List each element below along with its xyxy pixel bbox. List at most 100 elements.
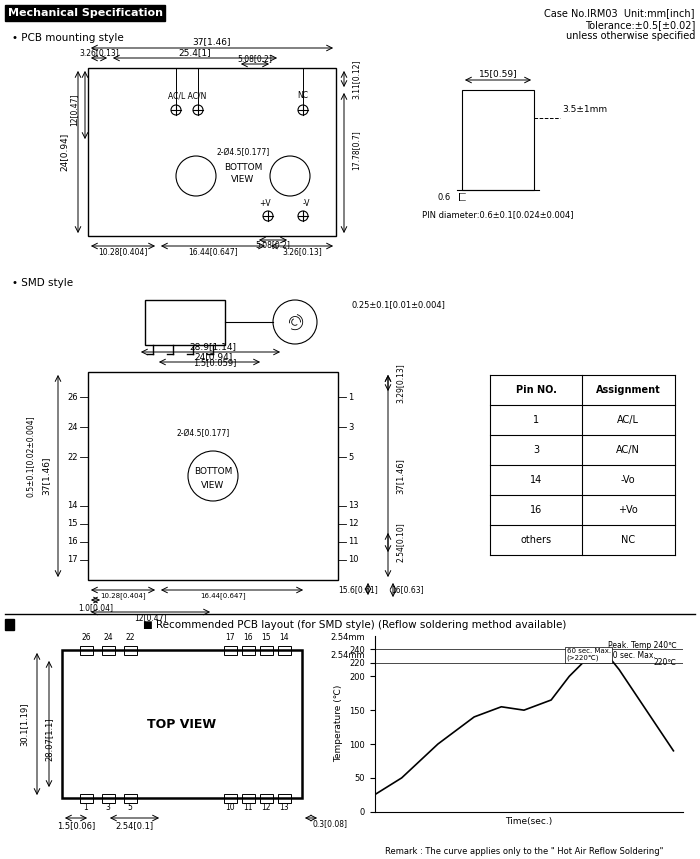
Text: ■ Recommended PCB layout (for SMD style) (Reflow soldering method available): ■ Recommended PCB layout (for SMD style)… xyxy=(144,620,567,630)
Text: 1: 1 xyxy=(533,415,539,425)
Text: 12: 12 xyxy=(348,520,358,528)
Text: • SMD style: • SMD style xyxy=(12,278,73,288)
Text: TOP VIEW: TOP VIEW xyxy=(148,717,216,730)
Text: 12[0.47]: 12[0.47] xyxy=(69,94,78,126)
Text: VIEW: VIEW xyxy=(202,480,225,490)
Text: Pin NO.: Pin NO. xyxy=(516,385,556,395)
Text: 15.6[0.61]: 15.6[0.61] xyxy=(338,586,378,594)
Bar xyxy=(145,300,225,345)
Text: 15[0.59]: 15[0.59] xyxy=(479,70,517,78)
Bar xyxy=(62,650,302,798)
Text: 30.1[1.19]: 30.1[1.19] xyxy=(20,703,29,746)
Text: Mechanical Specification: Mechanical Specification xyxy=(8,8,162,18)
Bar xyxy=(462,90,534,190)
Text: 17: 17 xyxy=(225,633,234,643)
Text: 11: 11 xyxy=(244,803,253,813)
Text: 16: 16 xyxy=(243,633,253,643)
Text: 24: 24 xyxy=(67,423,78,431)
Text: 28.07[1.1]: 28.07[1.1] xyxy=(45,717,53,761)
Text: 24[0.94]: 24[0.94] xyxy=(194,352,232,362)
Text: 3.26[0.13]: 3.26[0.13] xyxy=(282,247,322,257)
Text: 1: 1 xyxy=(83,803,88,813)
Bar xyxy=(260,794,273,803)
Text: 1.5[0.06]: 1.5[0.06] xyxy=(57,821,95,831)
Text: 16: 16 xyxy=(530,505,542,515)
Text: PIN diameter:0.6±0.1[0.024±0.004]: PIN diameter:0.6±0.1[0.024±0.004] xyxy=(422,210,574,220)
Text: 16[0.63]: 16[0.63] xyxy=(392,586,424,594)
Bar xyxy=(224,794,237,803)
Text: VIEW: VIEW xyxy=(232,175,255,185)
Text: 0.6: 0.6 xyxy=(438,192,451,202)
Text: -Vo: -Vo xyxy=(621,475,636,485)
Bar xyxy=(124,794,137,803)
Text: 22: 22 xyxy=(67,453,78,461)
Text: 0.5±0.1[0.02±0.004]: 0.5±0.1[0.02±0.004] xyxy=(25,415,34,497)
Text: 0.25±0.1[0.01±0.004]: 0.25±0.1[0.01±0.004] xyxy=(352,301,446,309)
Text: 16.44[0.647]: 16.44[0.647] xyxy=(200,593,246,600)
Text: 5: 5 xyxy=(127,803,132,813)
Bar xyxy=(88,372,338,580)
Text: AC/L: AC/L xyxy=(617,415,639,425)
Text: 5.08[0.2]: 5.08[0.2] xyxy=(256,241,290,249)
Text: 10.28[0.404]: 10.28[0.404] xyxy=(100,593,146,600)
Text: BOTTOM: BOTTOM xyxy=(194,467,232,477)
Text: 3.5±1mm: 3.5±1mm xyxy=(562,106,607,114)
Bar xyxy=(242,794,255,803)
Text: 17: 17 xyxy=(67,556,78,564)
Text: 24: 24 xyxy=(103,633,113,643)
Text: 11: 11 xyxy=(348,538,358,546)
Text: 37[1.46]: 37[1.46] xyxy=(193,38,231,46)
X-axis label: Time(sec.): Time(sec.) xyxy=(505,817,552,826)
Text: 25.4[1]: 25.4[1] xyxy=(178,48,211,58)
Text: 37[1.46]: 37[1.46] xyxy=(41,457,50,496)
Text: 10: 10 xyxy=(225,803,234,813)
Text: others: others xyxy=(520,535,552,545)
Text: 2.54mm: 2.54mm xyxy=(330,633,365,643)
Text: -V: -V xyxy=(302,198,309,208)
Text: 3: 3 xyxy=(348,423,354,431)
Text: 2.54[0.1]: 2.54[0.1] xyxy=(115,821,153,831)
Bar xyxy=(278,646,291,655)
Text: 3: 3 xyxy=(106,803,111,813)
Bar xyxy=(102,794,115,803)
Text: 60 sec. Max.
(>220℃): 60 sec. Max. (>220℃) xyxy=(566,648,610,661)
Text: 1: 1 xyxy=(348,393,354,401)
Text: 24[0.94]: 24[0.94] xyxy=(60,133,69,171)
Bar xyxy=(5,5,165,21)
Text: 12: 12 xyxy=(261,803,271,813)
Text: 13: 13 xyxy=(279,803,289,813)
Text: Remark : The curve applies only to the " Hot Air Reflow Soldering": Remark : The curve applies only to the "… xyxy=(385,848,664,856)
Text: 37[1.46]: 37[1.46] xyxy=(395,458,405,494)
Text: 3.11[0.12]: 3.11[0.12] xyxy=(351,59,360,99)
Text: 2-Ø4.5[0.177]: 2-Ø4.5[0.177] xyxy=(216,149,270,157)
Text: 16: 16 xyxy=(67,538,78,546)
Bar xyxy=(224,646,237,655)
Text: 1.0[0.04]: 1.0[0.04] xyxy=(78,604,113,612)
Text: Peak. Temp 240℃
10 sec. Max.: Peak. Temp 240℃ 10 sec. Max. xyxy=(600,641,677,661)
Text: 14: 14 xyxy=(530,475,542,485)
Bar xyxy=(5,619,14,630)
Text: 10: 10 xyxy=(348,556,358,564)
Text: 1.5[0.059]: 1.5[0.059] xyxy=(193,358,237,368)
Text: BOTTOM: BOTTOM xyxy=(224,163,262,173)
Text: NC: NC xyxy=(298,92,309,101)
Text: +Vo: +Vo xyxy=(618,505,638,515)
Text: 3: 3 xyxy=(533,445,539,455)
Bar xyxy=(242,646,255,655)
Text: AC/N: AC/N xyxy=(616,445,640,455)
Text: 2.54mm: 2.54mm xyxy=(330,650,365,660)
Text: 10.28[0.404]: 10.28[0.404] xyxy=(98,247,148,257)
Text: 12[0.47]: 12[0.47] xyxy=(134,613,167,623)
Bar xyxy=(260,646,273,655)
Text: 26: 26 xyxy=(67,393,78,401)
Text: AC/L AC/N: AC/L AC/N xyxy=(168,92,206,101)
Text: 0.3[0.08]: 0.3[0.08] xyxy=(312,819,347,828)
Text: 2.54[0.10]: 2.54[0.10] xyxy=(395,522,405,562)
Text: 2-Ø4.5[0.177]: 2-Ø4.5[0.177] xyxy=(176,430,230,438)
Text: 28.9[1.14]: 28.9[1.14] xyxy=(190,343,237,351)
Text: 220℃: 220℃ xyxy=(654,658,676,667)
Text: 3.29[0.13]: 3.29[0.13] xyxy=(395,363,405,403)
Text: 5.08[0.2]: 5.08[0.2] xyxy=(237,54,272,64)
Text: NC: NC xyxy=(621,535,635,545)
Text: 15: 15 xyxy=(261,633,271,643)
